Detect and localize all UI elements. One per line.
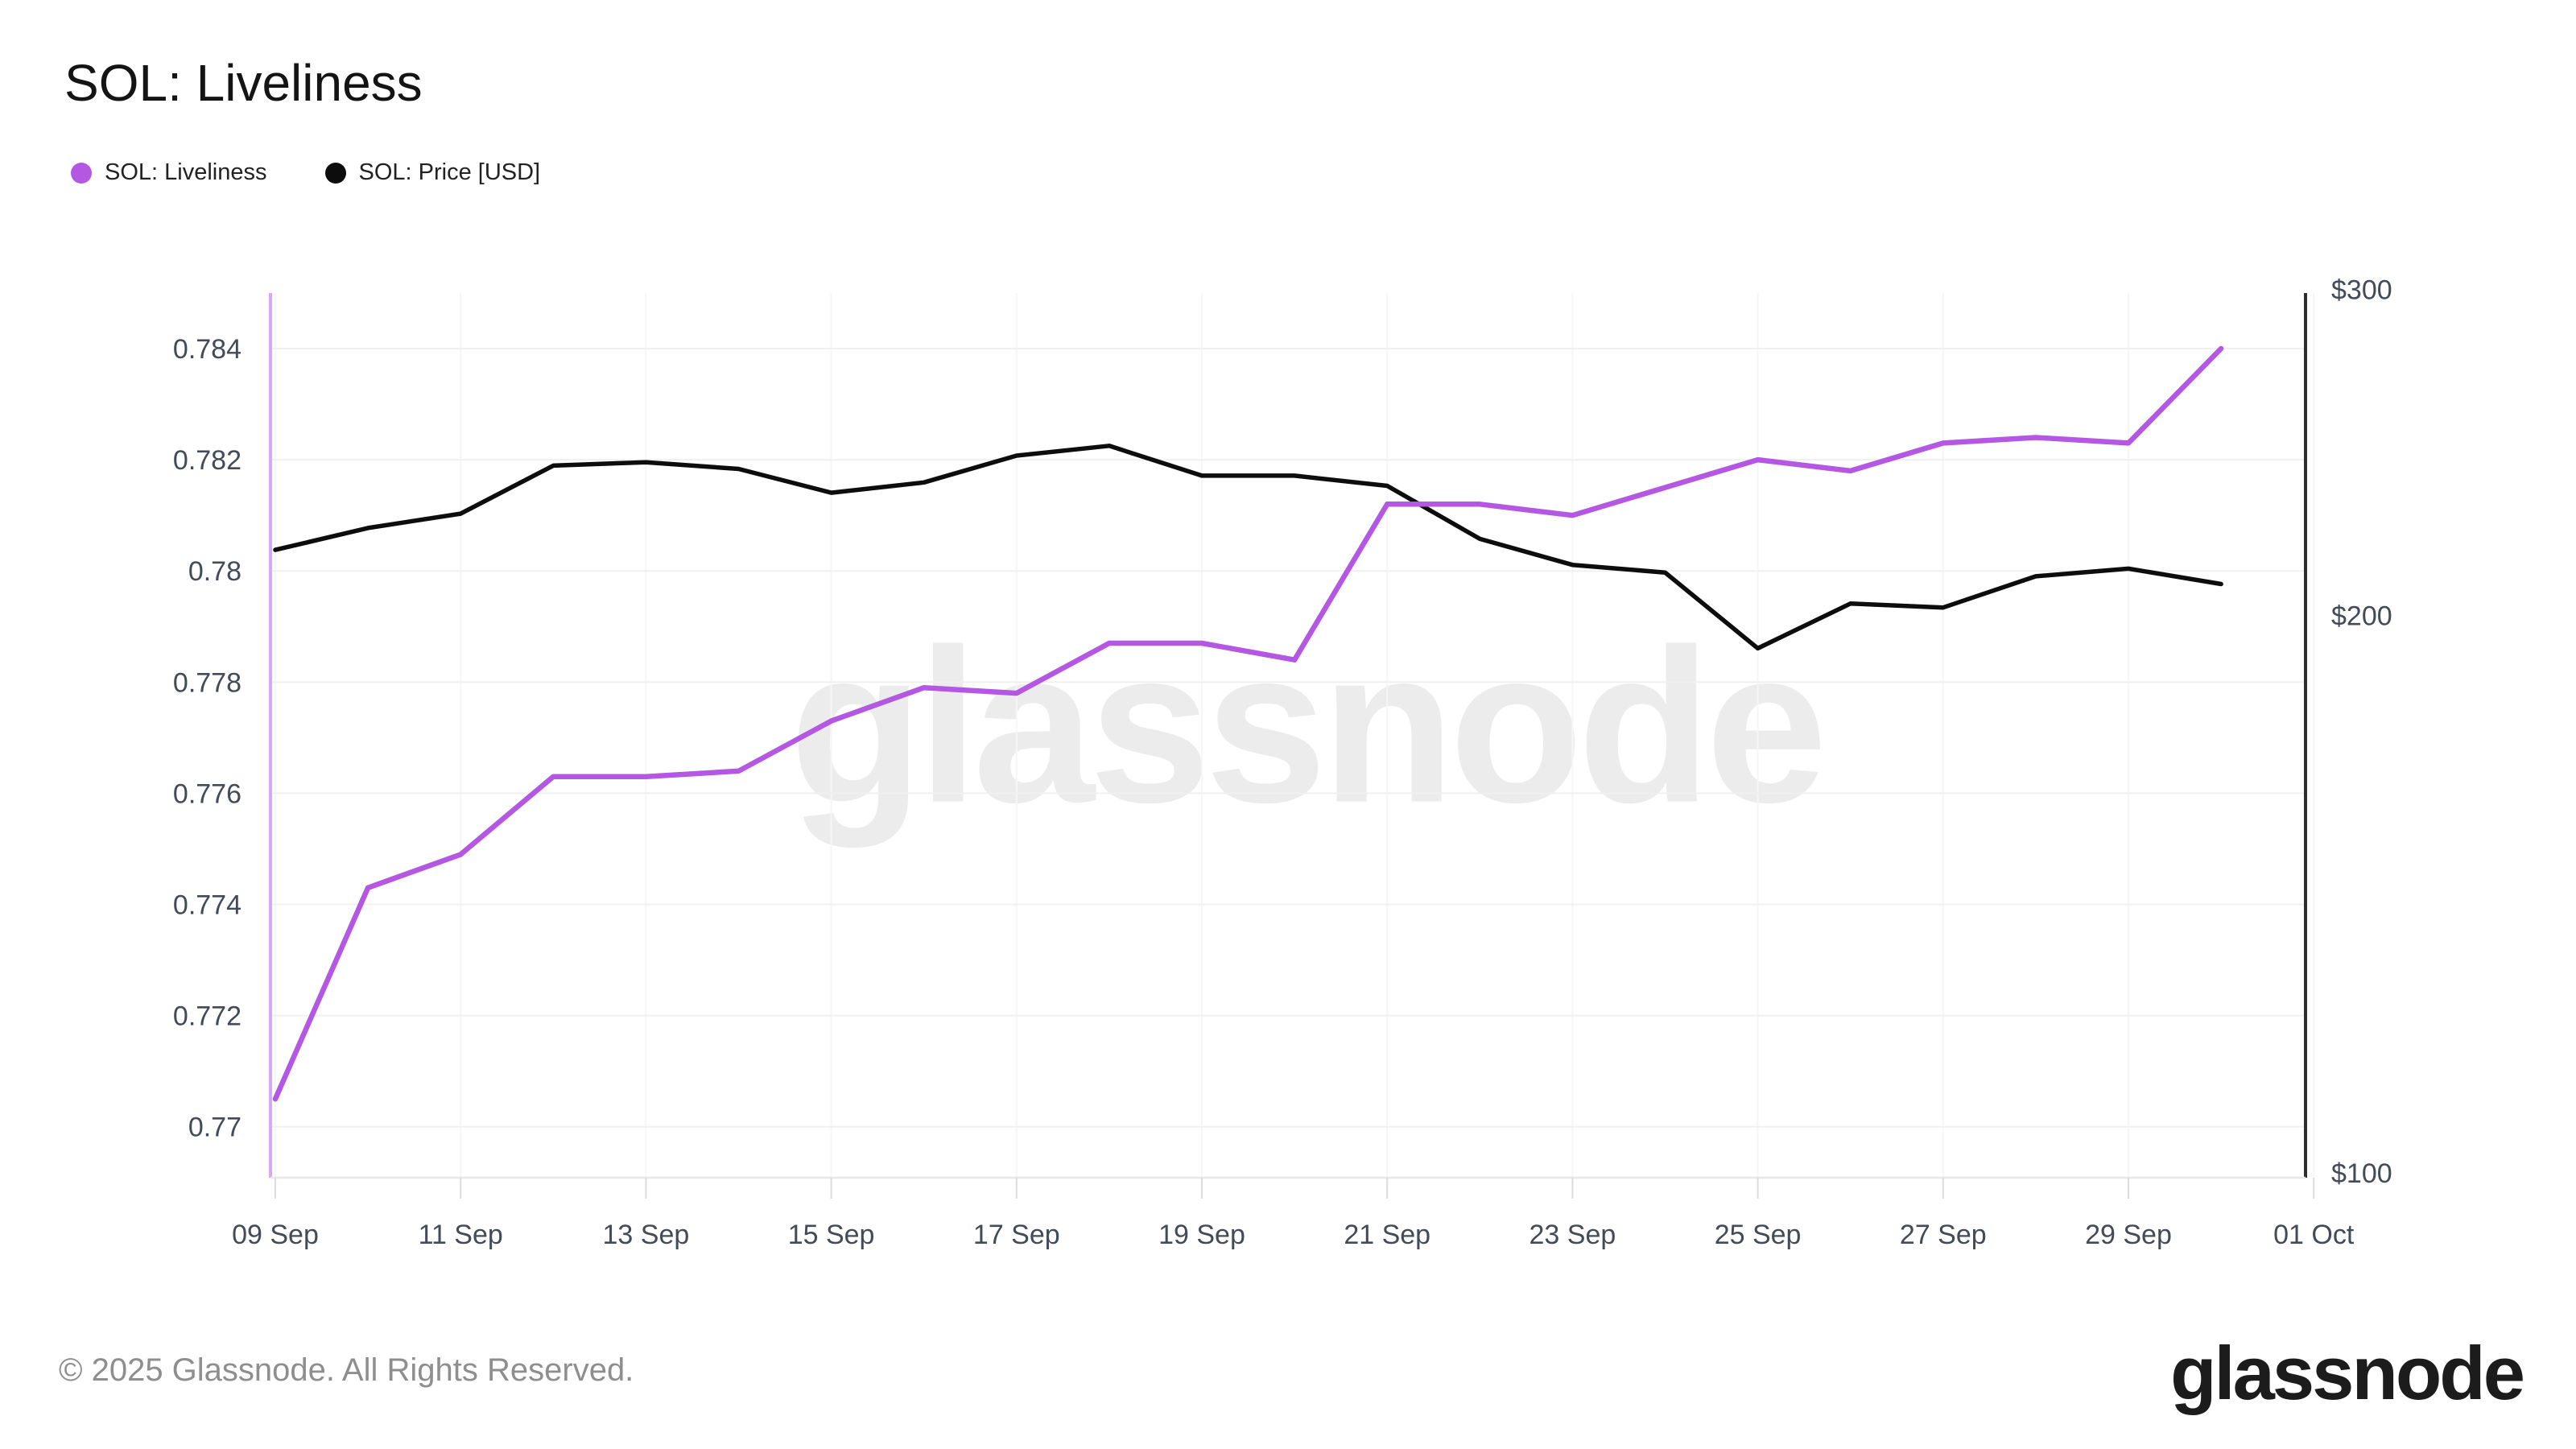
left-axis-tick-label: 0.784 [173,334,242,365]
glassnode-logo: glassnode [2170,1331,2525,1415]
page-title: SOL: Liveliness [64,54,423,112]
left-axis-tick-label: 0.772 [173,1001,242,1032]
right-axis-tick-label: $100 [2331,1158,2392,1189]
copyright-text: © 2025 Glassnode. All Rights Reserved. [59,1352,634,1388]
x-axis-tick-label: 29 Sep [2085,1220,2172,1250]
x-axis-tick-label: 23 Sep [1530,1220,1616,1250]
x-axis-tick-label: 17 Sep [973,1220,1060,1250]
left-axis-tick-label: 0.778 [173,667,242,698]
left-axis-tick-label: 0.776 [173,778,242,809]
x-axis-tick-label: 15 Sep [788,1220,875,1250]
left-axis-tick-label: 0.774 [173,890,242,921]
price-dot-icon [324,162,346,184]
x-axis-tick-label: 13 Sep [603,1220,690,1250]
legend-item-liveliness[interactable]: SOL: Liveliness [71,159,267,186]
liveliness-dot-icon [71,162,92,184]
right-axis-tick-label: $200 [2331,601,2392,632]
legend-item-price[interactable]: SOL: Price [USD] [324,159,541,186]
x-axis-tick-label: 11 Sep [419,1220,503,1250]
x-axis-tick-label: 25 Sep [1715,1220,1802,1250]
x-axis-tick-label: 27 Sep [1900,1220,1987,1250]
series-price-line [273,444,2223,651]
right-axis-tick-label: $300 [2331,275,2392,306]
left-axis-tick-label: 0.78 [188,556,242,587]
legend-label: SOL: Liveliness [105,159,267,185]
x-axis-tick-label: 21 Sep [1344,1220,1430,1250]
glassnode-watermark: glassnode [789,603,1827,848]
chart-legend: SOL: Liveliness SOL: Price [USD] [71,159,540,186]
legend-label: SOL: Price [USD] [358,159,541,185]
left-axis-tick-label: 0.77 [188,1113,242,1143]
series-liveliness-line [272,345,2224,1102]
left-axis-tick-label: 0.782 [173,445,242,476]
x-axis-tick-label: 01 Oct [2273,1220,2355,1250]
x-axis-tick-label: 19 Sep [1158,1220,1245,1250]
x-axis-tick-label: 09 Sep [232,1220,319,1250]
